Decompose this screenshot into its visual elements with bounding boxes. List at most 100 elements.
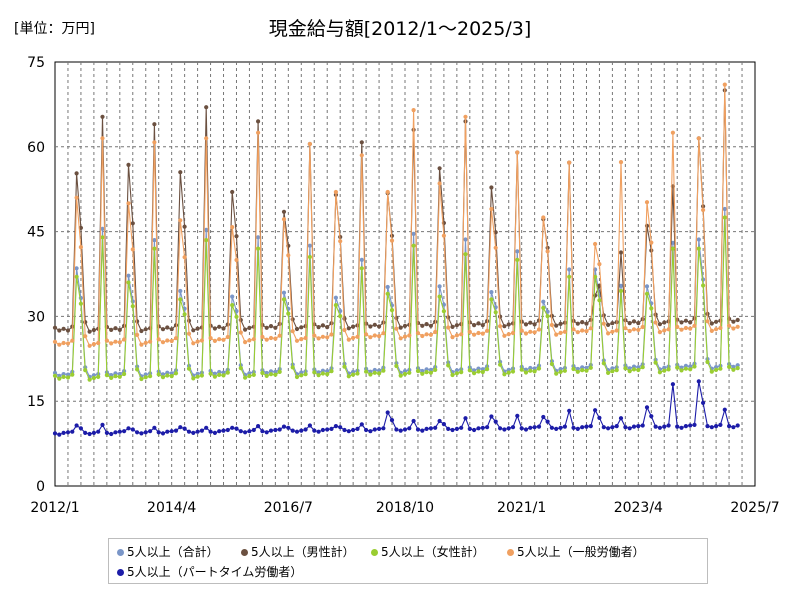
series-point	[96, 429, 101, 434]
series-point	[618, 160, 624, 165]
series-point	[195, 326, 200, 331]
series-point	[601, 321, 606, 326]
series-point	[623, 366, 628, 371]
series-point	[238, 330, 243, 335]
series-point	[666, 327, 671, 332]
series-point	[139, 431, 144, 436]
series-point	[178, 288, 183, 294]
series-point	[117, 429, 122, 434]
series-point	[614, 424, 619, 429]
series-point	[554, 371, 559, 376]
series-point	[394, 326, 399, 331]
series-point	[195, 339, 200, 344]
series-point	[286, 311, 291, 316]
series-point	[683, 325, 689, 331]
series-point	[277, 333, 282, 338]
series-point	[130, 221, 135, 226]
series-point	[545, 419, 550, 424]
series-point	[731, 367, 736, 372]
series-point	[212, 326, 217, 331]
series-point	[290, 329, 295, 334]
series-point	[160, 340, 166, 345]
series-point	[402, 427, 408, 432]
series-point	[368, 335, 373, 340]
series-point	[523, 427, 529, 432]
series-point	[670, 130, 676, 135]
series-point	[346, 326, 351, 331]
series-point	[143, 327, 148, 332]
series-point	[532, 369, 537, 374]
series-point	[268, 324, 274, 329]
series-point	[74, 266, 79, 271]
series-point	[264, 325, 269, 330]
series-point	[312, 333, 317, 338]
x-tick-label: 2023/4	[614, 500, 663, 516]
series-point	[281, 217, 287, 222]
series-point	[735, 423, 740, 428]
series-point	[606, 426, 611, 431]
series-point	[126, 280, 131, 285]
series-point	[126, 273, 131, 278]
series-point	[208, 429, 213, 434]
series-point	[87, 377, 92, 382]
series-point	[640, 423, 645, 428]
series-point	[113, 374, 118, 379]
series-point	[342, 327, 347, 333]
series-point	[195, 429, 200, 434]
series-point	[225, 427, 230, 433]
series-point	[186, 429, 192, 434]
series-point	[74, 274, 79, 279]
x-tick-label: 2021/1	[497, 500, 546, 516]
series-point	[117, 340, 122, 345]
series-point	[100, 235, 105, 240]
series-point	[623, 326, 628, 331]
series-point	[325, 372, 330, 377]
series-point	[567, 267, 572, 272]
series-point	[731, 364, 736, 369]
series-point	[467, 426, 472, 431]
series-point	[389, 418, 395, 423]
series-point	[714, 319, 719, 324]
series-point	[657, 322, 663, 327]
series-point	[532, 425, 537, 430]
series-point	[338, 314, 343, 319]
series-point	[204, 105, 209, 110]
series-point	[204, 425, 209, 430]
series-point	[441, 233, 446, 238]
series-point	[320, 371, 325, 376]
series-point	[117, 374, 122, 379]
series-point	[541, 305, 546, 310]
series-point	[454, 368, 459, 373]
series-point	[714, 327, 719, 332]
series-point	[247, 373, 252, 379]
series-point	[234, 309, 239, 314]
series-point	[320, 427, 325, 433]
series-point	[536, 327, 542, 332]
series-point	[709, 369, 714, 374]
series-point	[381, 368, 386, 373]
series-point	[199, 338, 204, 343]
series-point	[329, 369, 334, 374]
series-point	[735, 317, 740, 323]
series-point	[627, 328, 632, 334]
legend-item-male: 5人以上（男性計）	[241, 544, 355, 560]
series-point	[61, 374, 66, 379]
series-point	[65, 341, 71, 346]
series-point	[441, 422, 446, 427]
series-point	[178, 297, 183, 302]
series-point	[670, 246, 676, 251]
series-point	[571, 366, 576, 372]
series-point	[212, 374, 217, 379]
series-point	[644, 223, 650, 228]
series-point	[316, 373, 321, 378]
series-point	[377, 324, 382, 329]
series-point	[532, 322, 537, 327]
series-point	[191, 376, 196, 381]
legend-item-general: 5人以上（一般労働者）	[507, 544, 645, 560]
series-point	[532, 330, 537, 335]
series-point	[372, 322, 377, 327]
series-point	[351, 372, 356, 377]
series-point	[549, 361, 555, 367]
series-point	[593, 241, 598, 247]
series-point	[498, 324, 503, 329]
